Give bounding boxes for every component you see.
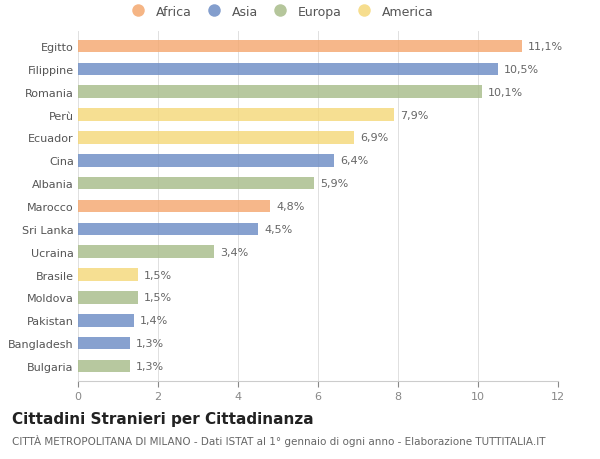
Text: 1,3%: 1,3% bbox=[136, 338, 164, 348]
Bar bbox=[78, 41, 522, 53]
Bar bbox=[78, 178, 314, 190]
Text: 4,5%: 4,5% bbox=[264, 224, 292, 235]
Bar bbox=[78, 314, 134, 327]
Text: 11,1%: 11,1% bbox=[528, 42, 563, 52]
Bar bbox=[78, 337, 130, 350]
Text: 10,1%: 10,1% bbox=[488, 88, 523, 98]
Bar bbox=[78, 360, 130, 372]
Text: 6,9%: 6,9% bbox=[360, 133, 388, 143]
Bar bbox=[78, 269, 138, 281]
Text: Cittadini Stranieri per Cittadinanza: Cittadini Stranieri per Cittadinanza bbox=[12, 411, 314, 426]
Text: CITTÀ METROPOLITANA DI MILANO - Dati ISTAT al 1° gennaio di ogni anno - Elaboraz: CITTÀ METROPOLITANA DI MILANO - Dati IST… bbox=[12, 434, 545, 446]
Bar bbox=[78, 246, 214, 258]
Text: 7,9%: 7,9% bbox=[400, 110, 428, 120]
Bar bbox=[78, 223, 258, 235]
Bar bbox=[78, 63, 498, 76]
Text: 1,5%: 1,5% bbox=[144, 270, 172, 280]
Text: 4,8%: 4,8% bbox=[276, 202, 304, 212]
Text: 3,4%: 3,4% bbox=[220, 247, 248, 257]
Bar bbox=[78, 109, 394, 122]
Bar bbox=[78, 291, 138, 304]
Bar bbox=[78, 155, 334, 167]
Text: 10,5%: 10,5% bbox=[504, 65, 539, 75]
Text: 6,4%: 6,4% bbox=[340, 156, 368, 166]
Bar bbox=[78, 200, 270, 213]
Text: 1,5%: 1,5% bbox=[144, 293, 172, 303]
Text: 5,9%: 5,9% bbox=[320, 179, 348, 189]
Text: 1,4%: 1,4% bbox=[140, 315, 168, 325]
Text: 1,3%: 1,3% bbox=[136, 361, 164, 371]
Bar bbox=[78, 86, 482, 99]
Legend: Africa, Asia, Europa, America: Africa, Asia, Europa, America bbox=[122, 2, 437, 22]
Bar bbox=[78, 132, 354, 145]
